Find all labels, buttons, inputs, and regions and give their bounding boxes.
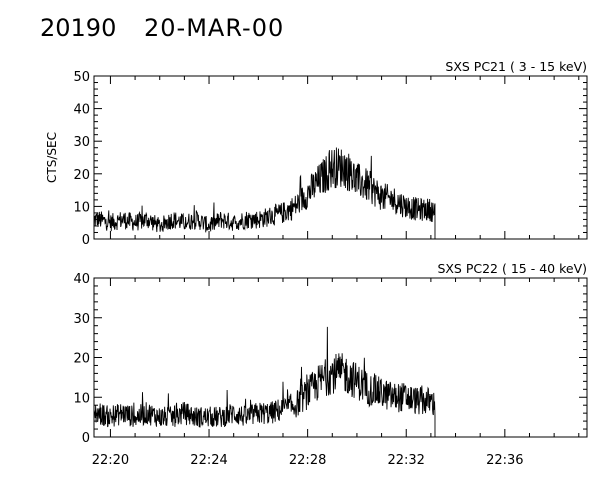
x-tick-label: 22:28 [289,453,326,468]
y-tick-label: 40 [73,272,90,287]
y-tick-label: 40 [73,103,90,118]
x-tick-label: 22:32 [387,453,424,468]
y-tick-label: 20 [73,168,90,183]
y-tick-label: 10 [73,391,90,406]
y-tick-label: 0 [82,233,90,248]
series-line-1 [93,147,436,239]
series-line-2 [93,326,436,437]
x-tick-label: 22:36 [486,453,523,468]
y-tick-label: 20 [73,352,90,367]
y-tick-label: 50 [73,70,90,85]
y-tick-label: 10 [73,200,90,215]
observation-date: 20-MAR-00 [144,14,285,42]
x-tick-label: 22:24 [190,453,227,468]
x-tick-label: 22:20 [92,453,129,468]
chart-title-2: SXS PC22 ( 15 - 40 keV) [437,261,587,276]
y-tick-label: 30 [73,135,90,150]
plot-frame-1 [93,75,588,240]
y-axis-label: CTS/SEC [45,132,59,183]
observation-id: 20190 [40,14,117,42]
y-tick-label: 0 [82,431,90,446]
chart-title-1: SXS PC21 ( 3 - 15 keV) [445,59,587,74]
y-tick-label: 30 [73,312,90,327]
